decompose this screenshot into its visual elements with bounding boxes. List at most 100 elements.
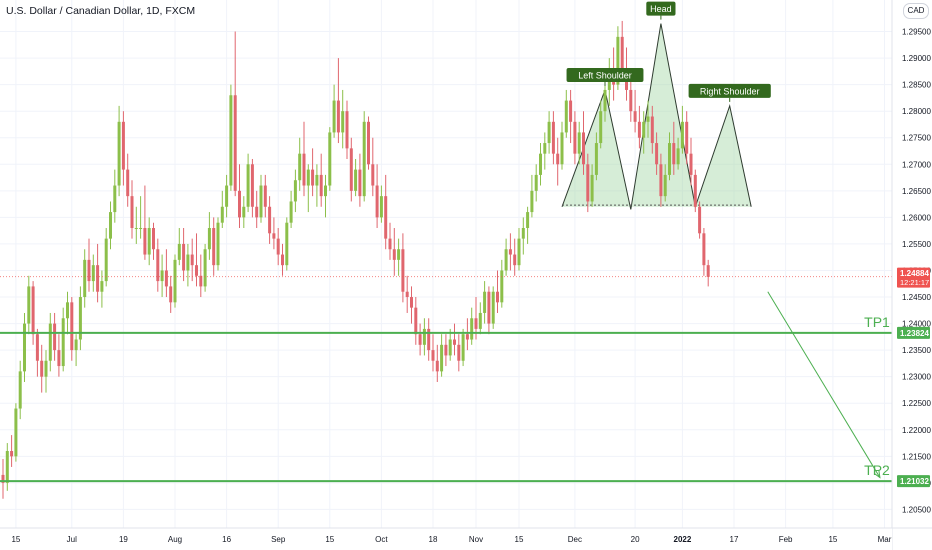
time-tick-label: Mar xyxy=(878,535,892,544)
candle xyxy=(134,206,138,244)
price-tick-label: 1.26500 xyxy=(902,187,931,196)
countdown-value: 12:21:17 xyxy=(900,278,929,287)
candle-body xyxy=(500,270,504,303)
tp1-price-tag xyxy=(897,326,930,339)
candle-body xyxy=(242,206,246,218)
candle xyxy=(418,323,422,356)
candle-body xyxy=(27,286,31,324)
candle xyxy=(109,201,112,250)
candle xyxy=(526,206,530,244)
pattern-label: Head xyxy=(646,1,676,20)
candle xyxy=(663,164,667,202)
pattern-label-text: Head xyxy=(650,4,672,14)
candle xyxy=(10,435,14,467)
candle xyxy=(220,190,224,229)
candle xyxy=(345,100,349,159)
candle xyxy=(164,249,168,298)
candle-body xyxy=(121,121,125,170)
candle-body xyxy=(207,228,211,250)
candle xyxy=(590,164,594,207)
candle xyxy=(61,307,65,372)
candle xyxy=(104,228,108,287)
candle-body xyxy=(564,100,568,133)
candle xyxy=(48,312,52,372)
time-tick-label: 17 xyxy=(730,535,739,544)
candle xyxy=(504,238,508,276)
candle xyxy=(693,169,697,213)
candle-body xyxy=(586,164,590,202)
candle-body xyxy=(298,153,302,181)
candle-body xyxy=(539,153,542,175)
candle xyxy=(87,238,91,292)
candle xyxy=(470,307,474,345)
candle-body xyxy=(319,174,323,197)
candle-body xyxy=(31,286,35,335)
time-tick-label: 15 xyxy=(11,535,20,544)
arrow-shaft xyxy=(767,291,881,478)
candle xyxy=(246,153,250,213)
candle-body xyxy=(517,238,521,266)
candle-body xyxy=(173,259,177,303)
candle-body xyxy=(573,121,577,154)
time-tick-label: 15 xyxy=(515,535,524,544)
candle-body xyxy=(418,334,422,345)
candle-body xyxy=(526,212,530,229)
candle xyxy=(66,291,69,335)
chart-title: U.S. Dollar / Canadian Dollar, 1D, FXCM xyxy=(6,5,196,17)
candle-body xyxy=(379,196,383,218)
candle-body xyxy=(276,238,280,255)
price-tick-label: 1.25500 xyxy=(902,240,931,249)
candle xyxy=(431,334,435,372)
candle xyxy=(332,84,336,138)
candle xyxy=(461,328,465,367)
candle-body xyxy=(23,323,26,372)
candle xyxy=(315,164,319,207)
price-tick-label: 1.29500 xyxy=(902,28,931,37)
candle xyxy=(603,79,607,122)
candle xyxy=(388,222,392,260)
candle xyxy=(341,89,345,149)
candle xyxy=(238,164,241,229)
candle-body xyxy=(285,222,289,266)
candle-body xyxy=(139,228,143,230)
candle-body xyxy=(216,222,220,266)
candle xyxy=(543,132,547,170)
candle xyxy=(534,164,538,202)
candle-body xyxy=(358,169,362,197)
currency-badge[interactable]: CAD xyxy=(903,3,929,19)
candle-body xyxy=(113,185,117,213)
candle xyxy=(659,153,663,207)
candle-body xyxy=(169,286,173,303)
candle xyxy=(685,111,689,165)
candle-body xyxy=(508,249,512,255)
candle xyxy=(152,222,155,260)
candle-body xyxy=(698,206,702,234)
time-axis[interactable]: 15 Jul 19 Aug 16 Sep 15 Oct 18 Nov 15 Dec 20 2022 17 Fe… xyxy=(0,527,932,550)
candle-body xyxy=(668,143,671,175)
price-tick-label: 1.29000 xyxy=(902,54,931,63)
candle xyxy=(358,153,362,207)
candle-body xyxy=(633,111,637,122)
candle-body xyxy=(384,196,388,239)
candle-body xyxy=(706,265,710,277)
candle-body xyxy=(5,451,9,483)
candle-body xyxy=(650,116,654,144)
candle xyxy=(285,217,289,271)
level-label-tp2: TP2 xyxy=(864,462,890,478)
candle-body xyxy=(689,153,693,175)
candle-body xyxy=(91,265,95,282)
candle xyxy=(577,121,581,165)
candle xyxy=(513,238,517,276)
candle-body xyxy=(371,164,375,186)
current-price-tag xyxy=(897,267,930,288)
candle-body xyxy=(693,174,697,207)
candle-body xyxy=(457,344,461,361)
candle xyxy=(130,180,134,239)
candle xyxy=(689,137,693,186)
candle-body xyxy=(599,111,603,144)
candle xyxy=(293,169,297,213)
price-tick-label: 1.24500 xyxy=(902,293,931,302)
price-axis[interactable]: 1.29500 1.29000 1.28500 1.28000 1.27500 1.270… xyxy=(891,0,932,550)
